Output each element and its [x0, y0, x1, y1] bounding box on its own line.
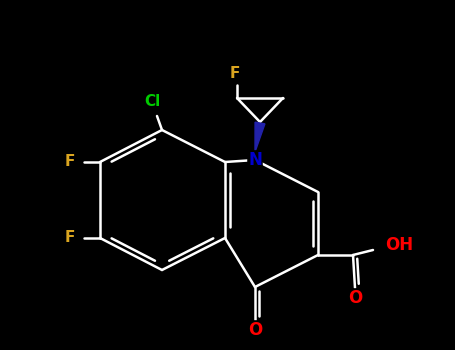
- Text: F: F: [65, 154, 75, 169]
- Text: OH: OH: [385, 236, 413, 254]
- Text: O: O: [248, 321, 262, 339]
- Text: Cl: Cl: [144, 94, 160, 110]
- Text: O: O: [348, 289, 362, 307]
- Text: F: F: [230, 65, 240, 80]
- Text: F: F: [65, 231, 75, 245]
- Text: N: N: [248, 151, 262, 169]
- Polygon shape: [255, 122, 265, 152]
